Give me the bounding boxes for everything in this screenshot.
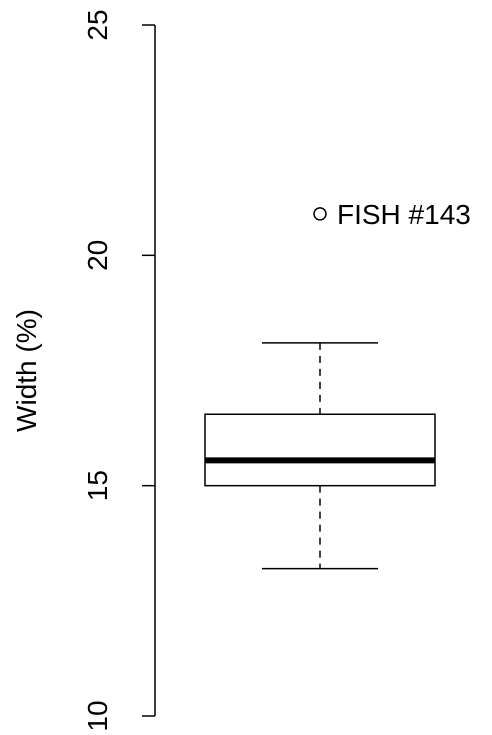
outlier-point bbox=[313, 207, 327, 221]
y-tick-label: 25 bbox=[82, 9, 113, 40]
box-iqr bbox=[204, 413, 436, 487]
boxplot bbox=[204, 342, 436, 570]
outliers: FISH #143 bbox=[313, 199, 471, 230]
outlier-label: FISH #143 bbox=[337, 199, 471, 230]
y-tick-label: 10 bbox=[82, 700, 113, 731]
y-tick-label: 20 bbox=[82, 240, 113, 271]
y-tick-label: 15 bbox=[82, 470, 113, 501]
y-axis-title: Width (%) bbox=[11, 309, 42, 432]
y-axis: 10 15 20 25 bbox=[82, 9, 156, 732]
